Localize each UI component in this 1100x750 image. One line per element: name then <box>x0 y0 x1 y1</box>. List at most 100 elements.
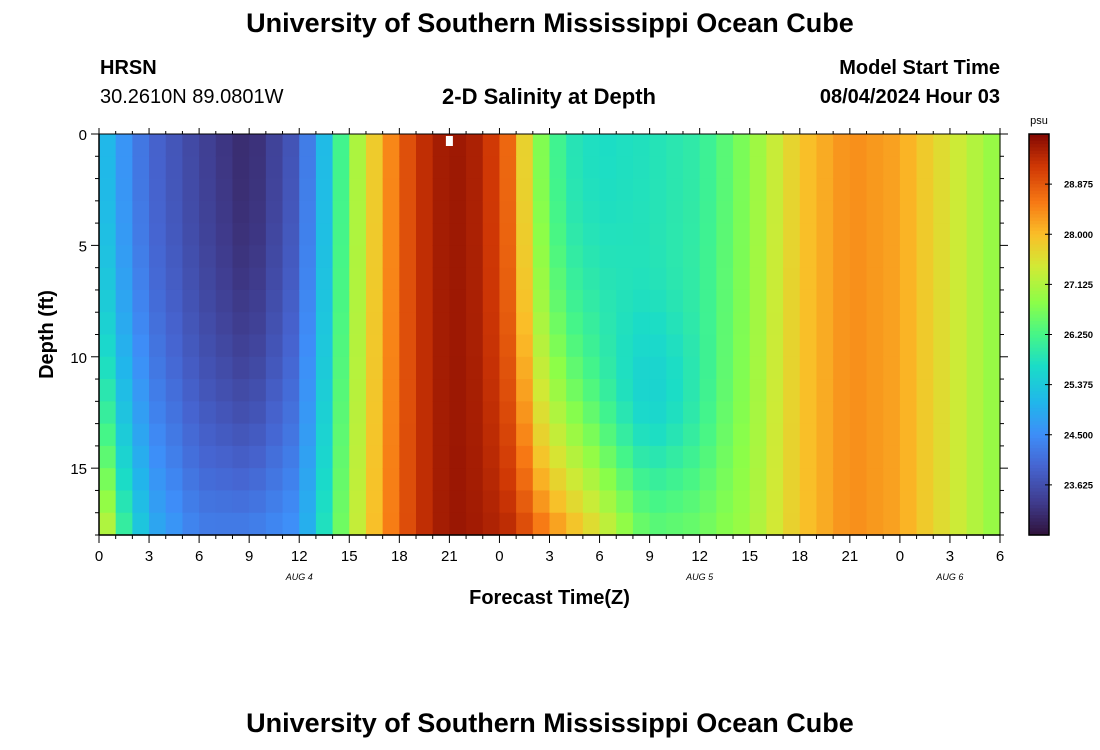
heatmap-cell <box>682 334 701 358</box>
colorbar-segment <box>1029 464 1049 469</box>
heatmap-cell <box>866 223 884 246</box>
heatmap-cell <box>199 156 217 180</box>
heatmap-cell <box>299 178 317 202</box>
x-tick-label: 0 <box>495 548 503 565</box>
heatmap-cell <box>649 401 667 425</box>
colorbar-segment <box>1029 240 1049 245</box>
heatmap-cell <box>399 200 417 224</box>
heatmap-cell <box>866 200 884 224</box>
heatmap-cell <box>399 134 417 157</box>
heatmap-cell <box>382 312 400 336</box>
heatmap-cell <box>132 134 150 157</box>
heatmap-cell <box>449 312 467 336</box>
heatmap-cell <box>265 134 284 157</box>
heatmap-cell <box>199 267 217 291</box>
heatmap-cell <box>466 401 484 425</box>
heatmap-cell <box>649 245 667 269</box>
heatmap-cell <box>566 312 584 336</box>
heatmap-cell <box>833 223 851 246</box>
heatmap-cell <box>849 334 868 358</box>
heatmap-cell <box>265 178 284 202</box>
heatmap-cell <box>949 423 968 447</box>
heatmap-cell <box>399 267 417 291</box>
heatmap-cell <box>482 379 501 402</box>
heatmap-cell <box>649 289 667 313</box>
heatmap-cell <box>599 468 617 492</box>
heatmap-cell <box>749 423 768 447</box>
heatmap-cell <box>966 267 984 291</box>
heatmap-cell <box>666 134 684 157</box>
colorbar-segment <box>1029 257 1049 262</box>
heatmap-cell <box>182 512 200 536</box>
heatmap-cell <box>399 445 417 469</box>
colorbar-segment <box>1029 260 1049 265</box>
heatmap-cell <box>949 134 968 157</box>
heatmap-cell <box>399 312 417 336</box>
heatmap-cell <box>816 356 834 380</box>
heatmap-cell <box>816 379 834 402</box>
heatmap-cell <box>482 401 501 425</box>
heatmap-cell <box>432 267 450 291</box>
heatmap-cell <box>449 134 467 157</box>
x-tick-label: 18 <box>391 548 408 565</box>
heatmap-cell <box>883 334 901 358</box>
heatmap-cell <box>966 289 984 313</box>
heatmap-cell <box>349 156 367 180</box>
colorbar-segment <box>1029 230 1049 235</box>
heatmap-cell <box>482 356 501 380</box>
heatmap-cell <box>299 445 317 469</box>
heatmap-cell <box>215 445 234 469</box>
heatmap-cell <box>849 267 868 291</box>
heatmap-cell <box>99 334 117 358</box>
heatmap-cell <box>199 401 217 425</box>
heatmap-cell <box>115 356 133 380</box>
colorbar-segment <box>1029 344 1049 349</box>
heatmap-cell <box>532 245 551 269</box>
heatmap-cell <box>232 423 250 447</box>
heatmap-cell <box>249 200 267 224</box>
heatmap-cell <box>416 490 434 514</box>
heatmap-cell <box>849 134 868 157</box>
heatmap-cell <box>616 289 634 313</box>
heatmap-cell <box>466 423 484 447</box>
heatmap-cell <box>365 245 384 269</box>
heatmap-cell <box>549 223 567 246</box>
heatmap-cell <box>149 134 167 157</box>
heatmap-cell <box>399 401 417 425</box>
heatmap-cell <box>799 512 818 536</box>
heatmap-cell <box>349 356 367 380</box>
heatmap-cell <box>783 289 801 313</box>
heatmap-cell <box>616 379 634 402</box>
heatmap-cell <box>482 512 501 536</box>
heatmap-cell <box>933 423 951 447</box>
heatmap-cell <box>215 490 234 514</box>
heatmap-cell <box>582 200 601 224</box>
heatmap-cell <box>149 267 167 291</box>
heatmap-cell <box>332 445 350 469</box>
heatmap-cell <box>315 401 334 425</box>
heatmap-cell <box>599 245 617 269</box>
heatmap-cell <box>516 223 534 246</box>
heatmap-cell <box>215 312 234 336</box>
heatmap-cell <box>499 334 517 358</box>
heatmap-cell <box>566 334 584 358</box>
heatmap-cell <box>149 512 167 536</box>
heatmap-cell <box>249 289 267 313</box>
heatmap-cell <box>349 334 367 358</box>
heatmap-cell <box>966 512 984 536</box>
colorbar-segment <box>1029 401 1049 406</box>
heatmap-cell <box>499 245 517 269</box>
heatmap-cell <box>799 445 818 469</box>
heatmap-cell <box>733 512 751 536</box>
x-tick-label: 0 <box>95 548 103 565</box>
heatmap-cell <box>382 200 400 224</box>
heatmap-cell <box>215 289 234 313</box>
heatmap-cell <box>799 245 818 269</box>
heatmap-cell <box>399 512 417 536</box>
colorbar-segment <box>1029 424 1049 429</box>
heatmap-cell <box>265 267 284 291</box>
heatmap-cell <box>549 334 567 358</box>
heatmap-cell <box>883 445 901 469</box>
heatmap-cell <box>516 356 534 380</box>
heatmap-cell <box>249 245 267 269</box>
